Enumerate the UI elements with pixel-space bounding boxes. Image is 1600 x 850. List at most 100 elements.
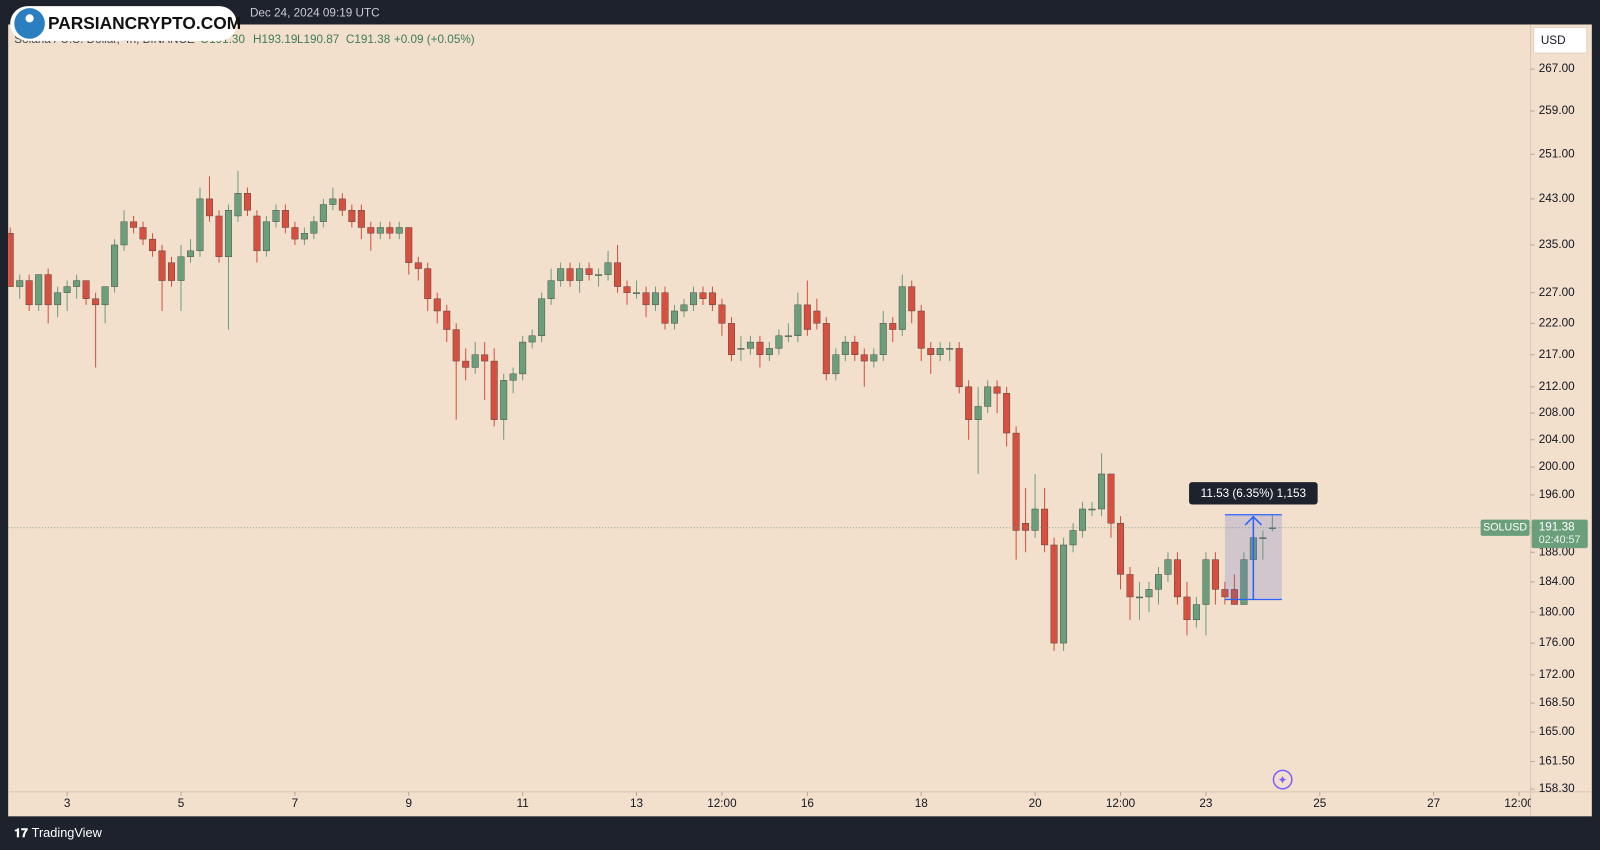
y-tick-label: 227.00 xyxy=(1539,286,1575,299)
x-tick-label: 27 xyxy=(1427,797,1440,810)
candle-body xyxy=(187,250,194,257)
y-tick-label: 161.50 xyxy=(1539,755,1575,768)
symbol-tag xyxy=(1480,519,1530,536)
y-tick-label: 222.00 xyxy=(1539,316,1575,329)
candle-body xyxy=(1136,596,1143,599)
candle-body xyxy=(35,274,43,306)
candle-body xyxy=(1088,508,1096,511)
candle-body xyxy=(680,304,688,312)
candle-body xyxy=(130,221,138,228)
candle-body xyxy=(338,198,346,211)
candle-body xyxy=(1268,527,1276,529)
y-tick-label: 259.00 xyxy=(1539,104,1575,117)
candle-body xyxy=(746,341,754,349)
candle-body xyxy=(500,380,508,420)
candle-body xyxy=(661,292,669,324)
candle-body xyxy=(1145,589,1153,598)
candle-body xyxy=(1173,559,1181,598)
candle-body xyxy=(1079,508,1087,531)
x-tick-label: 7 xyxy=(292,797,299,810)
price-tag-countdown: 02:40:57 xyxy=(1539,534,1581,546)
candle-body xyxy=(310,221,318,234)
candle-body xyxy=(889,323,897,330)
y-tick-label: 235.00 xyxy=(1539,238,1575,251)
legend-close: C191.38 xyxy=(346,33,391,46)
watermark-badge xyxy=(10,6,237,41)
measure-label-box xyxy=(1189,482,1318,505)
x-tick-label: 12:00 xyxy=(1106,797,1136,810)
candle-body xyxy=(1202,559,1210,605)
x-tick-label: 16 xyxy=(801,797,814,810)
candle-body xyxy=(1031,508,1039,531)
candle-body xyxy=(262,221,270,252)
measure-label: 11.53 (6.35%) 1,153 xyxy=(1201,487,1306,500)
candle-body xyxy=(509,373,517,381)
candle-body xyxy=(1164,559,1172,575)
candle-body xyxy=(604,262,612,275)
candle-body xyxy=(1221,589,1229,598)
candle-body xyxy=(25,280,33,306)
x-tick-label: 9 xyxy=(406,797,413,810)
candle-body xyxy=(82,280,90,299)
candle-body xyxy=(376,227,384,234)
candle-body xyxy=(765,348,773,355)
currency[interactable]: USD xyxy=(1541,34,1566,47)
candle-body xyxy=(614,262,622,287)
candle-body xyxy=(8,233,14,287)
candle-body xyxy=(1107,473,1115,524)
candle-body xyxy=(585,268,593,275)
candle-body xyxy=(879,323,887,355)
watermark-icon xyxy=(14,8,45,39)
candle-body xyxy=(1050,544,1058,644)
candle-body xyxy=(92,298,100,306)
candle-body xyxy=(481,354,489,362)
candle-body xyxy=(16,280,24,287)
candle-body xyxy=(528,335,536,343)
y-tick-label: 188.00 xyxy=(1539,545,1575,558)
ai-button-icon[interactable]: ✦ xyxy=(1278,773,1288,787)
published-date: Dec 24, 2024 09:19 UTC xyxy=(250,6,380,19)
candle-body xyxy=(101,286,109,306)
candle-body xyxy=(357,210,365,228)
y-tick-label: 251.00 xyxy=(1539,147,1575,160)
candle-body xyxy=(120,221,128,246)
candle-body xyxy=(784,335,792,338)
candle-body xyxy=(1003,393,1011,434)
candle-body xyxy=(433,298,441,312)
candle-body xyxy=(414,262,422,269)
candle-body xyxy=(1230,589,1238,605)
candle-body xyxy=(405,227,413,263)
candle-body xyxy=(727,323,735,355)
footer-logo: 𝟏𝟕 xyxy=(14,826,28,840)
candle-body xyxy=(642,292,650,306)
candle-body xyxy=(149,238,157,252)
candle-body xyxy=(965,386,973,420)
ai-button[interactable] xyxy=(1272,769,1293,790)
y-tick-label: 176.00 xyxy=(1539,636,1575,649)
candle-body xyxy=(367,227,375,234)
x-tick-label: 5 xyxy=(178,797,185,810)
plot-area xyxy=(8,170,1531,651)
candle-body xyxy=(206,198,213,217)
x-tick-label: 18 xyxy=(915,797,929,810)
candle-body xyxy=(993,386,1001,394)
candle-body xyxy=(243,193,251,211)
candle-body xyxy=(955,348,963,388)
candle-body xyxy=(566,268,574,281)
currency-box[interactable] xyxy=(1533,27,1588,54)
x-tick-label: 12:00 xyxy=(707,797,737,810)
candle-body xyxy=(860,354,868,362)
candle-body xyxy=(708,292,716,306)
candle-body xyxy=(462,360,470,368)
candle-body xyxy=(348,210,356,222)
candle-body xyxy=(690,292,697,306)
x-tick-label: 23 xyxy=(1199,797,1212,810)
candle-body xyxy=(1098,473,1106,510)
y-tick-label: 165.00 xyxy=(1539,725,1575,738)
y-tick-label: 208.00 xyxy=(1539,406,1575,419)
symbol-tag-label: SOLUSD xyxy=(1483,522,1527,534)
y-tick-label: 180.00 xyxy=(1539,605,1575,618)
candle-body xyxy=(177,256,185,281)
y-tick-label: 204.00 xyxy=(1539,433,1575,446)
candle-body xyxy=(841,341,849,355)
